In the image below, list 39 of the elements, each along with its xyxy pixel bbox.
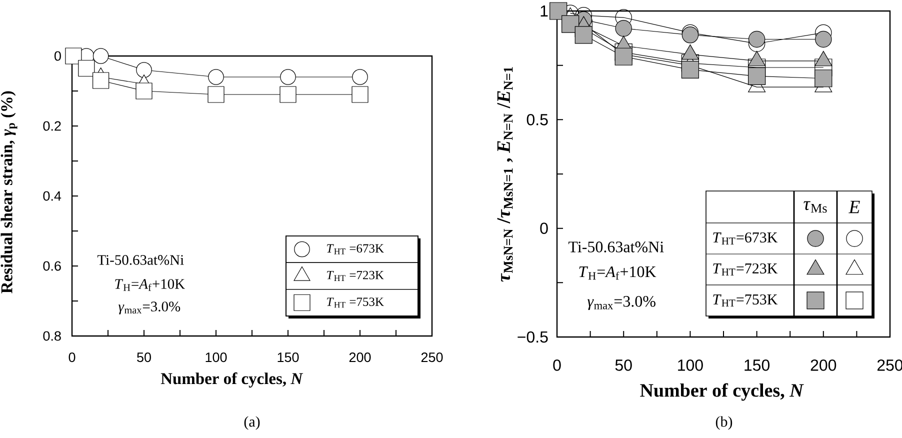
x-tick-label: 100 — [678, 360, 703, 371]
legend-label: T$_{HT}$ =753K — [327, 298, 384, 308]
legend-label: T$_{HT}$ =723K — [327, 270, 384, 281]
y-axis-title: Residual shear strain, γ$_{p}$ (%) — [0, 91, 18, 294]
y-tick-label: 0 — [54, 51, 61, 61]
legend-label: T$_{HT}$ =673K — [327, 244, 384, 254]
x-tick-label: 50 — [615, 360, 632, 371]
x-tick-label: 50 — [137, 352, 151, 362]
y-tick-label: 1 — [540, 5, 548, 16]
x-tick-label: 200 — [810, 360, 836, 371]
x-axis-title: Number of cycles, N — [640, 383, 804, 401]
x-tick-label: 100 — [206, 352, 227, 362]
y-tick-label: 0.6 — [43, 261, 61, 271]
x-tick-label: 200 — [349, 352, 371, 362]
x-tick-label: 250 — [421, 352, 443, 362]
x-tick-label: 150 — [744, 360, 770, 371]
x-tick-label: 0 — [68, 352, 76, 362]
annotation: τ$_{Ms}$ — [804, 201, 827, 213]
y-tick-label: 0.8 — [43, 331, 61, 341]
legend-label: T$_{HT}$=673K — [713, 232, 778, 245]
annotation: E — [848, 200, 860, 214]
y-tick-label: −0.5 — [518, 331, 548, 343]
y-tick-label: 0.2 — [43, 121, 61, 131]
annotation: Ti-50.63at%Ni — [568, 242, 664, 252]
annotation: T$_{H}$=A$_{f}$+10K — [579, 266, 656, 280]
annotation: T$_{H}$=A$_{f}$+10K — [115, 279, 185, 291]
x-tick-label: 0 — [553, 360, 561, 371]
y-tick-label: 0 — [540, 222, 548, 234]
x-axis-title: Number of cycles, N — [160, 372, 304, 388]
annotation: γ$_{max}$=3.0% — [118, 302, 180, 314]
text: (a) — [244, 416, 260, 430]
x-tick-label: 150 — [278, 352, 299, 362]
annotation: Ti-50.63at%Ni — [97, 255, 184, 265]
annotation: γ$_{max}$=3.0% — [587, 296, 656, 310]
legend-label: T$_{HT}$=723K — [713, 263, 778, 276]
legend-label: T$_{HT}$=753K — [713, 294, 778, 307]
text: (b) — [716, 416, 732, 430]
y-tick-label: 0.5 — [526, 114, 548, 126]
y-tick-label: 0.4 — [43, 191, 62, 201]
